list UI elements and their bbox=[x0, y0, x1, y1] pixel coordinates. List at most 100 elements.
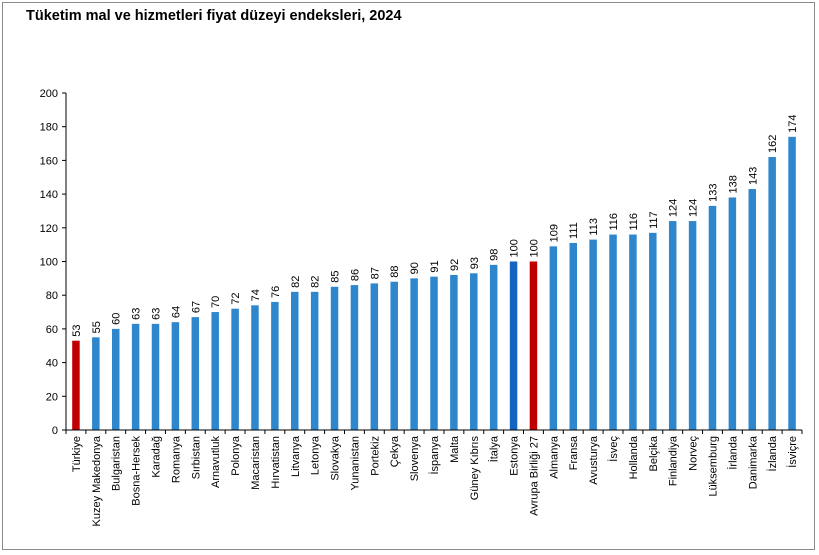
chart-title: Tüketim mal ve hizmetleri fiyat düzeyi e… bbox=[26, 8, 402, 24]
y-tick-label: 200 bbox=[40, 88, 58, 100]
data-label: 109 bbox=[548, 224, 560, 242]
category-label: Hırvatistan bbox=[270, 436, 282, 489]
y-tick-label: 180 bbox=[40, 122, 58, 134]
data-label: 98 bbox=[489, 249, 501, 261]
category-label: Litvanya bbox=[290, 435, 302, 477]
data-label: 133 bbox=[707, 184, 719, 202]
data-label: 138 bbox=[727, 175, 739, 193]
data-label: 63 bbox=[131, 308, 143, 320]
bar bbox=[768, 157, 776, 430]
data-label: 76 bbox=[270, 286, 282, 298]
bar bbox=[788, 136, 796, 430]
category-label: Arnavutluk bbox=[210, 436, 222, 488]
category-label: Malta bbox=[449, 435, 461, 463]
data-label: 88 bbox=[389, 265, 401, 277]
y-axis: 0 20 40 60 80 100 120 140 160 180 200 bbox=[40, 88, 67, 437]
data-label: 93 bbox=[469, 257, 481, 269]
bar bbox=[291, 291, 299, 430]
data-label: 124 bbox=[688, 199, 700, 217]
bar bbox=[151, 323, 160, 430]
data-label: 116 bbox=[608, 213, 620, 231]
bar bbox=[649, 232, 657, 430]
data-label: 117 bbox=[648, 211, 660, 229]
bar bbox=[72, 340, 80, 430]
data-label: 70 bbox=[210, 296, 222, 308]
category-label: İtalya bbox=[488, 435, 501, 462]
category-label: Slovenya bbox=[409, 435, 421, 481]
category-label: İsviçre bbox=[786, 436, 799, 468]
bar bbox=[92, 337, 100, 430]
bar bbox=[430, 276, 438, 430]
bar bbox=[211, 312, 219, 430]
category-label: Lüksemburg bbox=[707, 436, 719, 497]
bar bbox=[111, 328, 120, 430]
category-label: Macaristan bbox=[250, 436, 262, 490]
bar bbox=[350, 285, 359, 430]
category-label: Bosna-Hersek bbox=[131, 436, 143, 506]
bar bbox=[390, 281, 398, 430]
bar bbox=[609, 234, 617, 430]
bar bbox=[410, 278, 418, 430]
category-label: Danimarka bbox=[747, 435, 759, 489]
bar bbox=[569, 242, 577, 430]
bar bbox=[509, 261, 518, 430]
category-label: Hollanda bbox=[628, 435, 640, 479]
y-tick-label: 100 bbox=[40, 257, 58, 269]
data-label: 116 bbox=[628, 213, 640, 231]
data-label: 63 bbox=[151, 308, 163, 320]
category-label: Portekiz bbox=[369, 436, 381, 476]
data-label: 82 bbox=[290, 276, 302, 288]
bar bbox=[251, 305, 259, 430]
y-tick-label: 20 bbox=[46, 391, 58, 403]
y-tick-label: 60 bbox=[46, 324, 58, 336]
data-label: 85 bbox=[330, 271, 342, 283]
category-label: Yunanistan bbox=[349, 436, 361, 490]
y-tick-label: 80 bbox=[46, 290, 58, 302]
data-label: 124 bbox=[668, 199, 680, 217]
data-label: 91 bbox=[429, 260, 441, 272]
data-labels: 53 55 60 63 63 64 67 70 72 74 76 82 82 85 86 87 88 90 91 92… bbox=[71, 114, 799, 336]
category-label: Almanya bbox=[548, 435, 560, 479]
category-label: Kuzey Makedonya bbox=[91, 435, 103, 526]
bar bbox=[310, 291, 319, 430]
category-label: Norveç bbox=[688, 436, 700, 471]
data-label: 53 bbox=[71, 324, 83, 336]
category-label: Bulgaristan bbox=[111, 436, 123, 491]
data-label: 67 bbox=[190, 301, 202, 313]
data-label: 100 bbox=[509, 239, 521, 257]
category-label: Çekya bbox=[389, 435, 401, 467]
category-label: Güney Kıbrıs bbox=[469, 436, 481, 501]
category-label: Estonya bbox=[509, 435, 521, 476]
data-label: 74 bbox=[250, 289, 262, 301]
bar bbox=[231, 308, 239, 430]
data-label: 86 bbox=[349, 269, 361, 281]
bar bbox=[748, 189, 757, 430]
category-label: İzlanda bbox=[766, 435, 779, 471]
data-label: 87 bbox=[369, 267, 381, 279]
category-label: Polonya bbox=[230, 435, 242, 476]
data-label: 92 bbox=[449, 259, 461, 271]
bar bbox=[668, 221, 677, 430]
bar bbox=[549, 246, 558, 430]
y-tick-label: 120 bbox=[40, 223, 58, 235]
bar bbox=[529, 261, 538, 430]
bar bbox=[708, 205, 717, 430]
category-label: Fransa bbox=[568, 435, 580, 470]
data-label: 55 bbox=[91, 321, 103, 333]
data-label: 174 bbox=[787, 114, 799, 132]
category-label: Avrupa Birliği 27 bbox=[528, 436, 540, 516]
x-axis: Türkiye Kuzey Makedonya Bulgaristan Bosna-H… bbox=[65, 429, 803, 527]
bar bbox=[688, 221, 697, 430]
category-label: İrlanda bbox=[726, 435, 739, 470]
bars bbox=[72, 136, 796, 430]
bar bbox=[489, 264, 498, 430]
data-label: 162 bbox=[767, 135, 779, 153]
data-label: 82 bbox=[310, 276, 322, 288]
category-label: Letonya bbox=[310, 435, 322, 475]
bar bbox=[629, 234, 637, 430]
data-label: 111 bbox=[568, 222, 580, 239]
data-label: 113 bbox=[588, 218, 600, 236]
bar bbox=[470, 273, 478, 430]
